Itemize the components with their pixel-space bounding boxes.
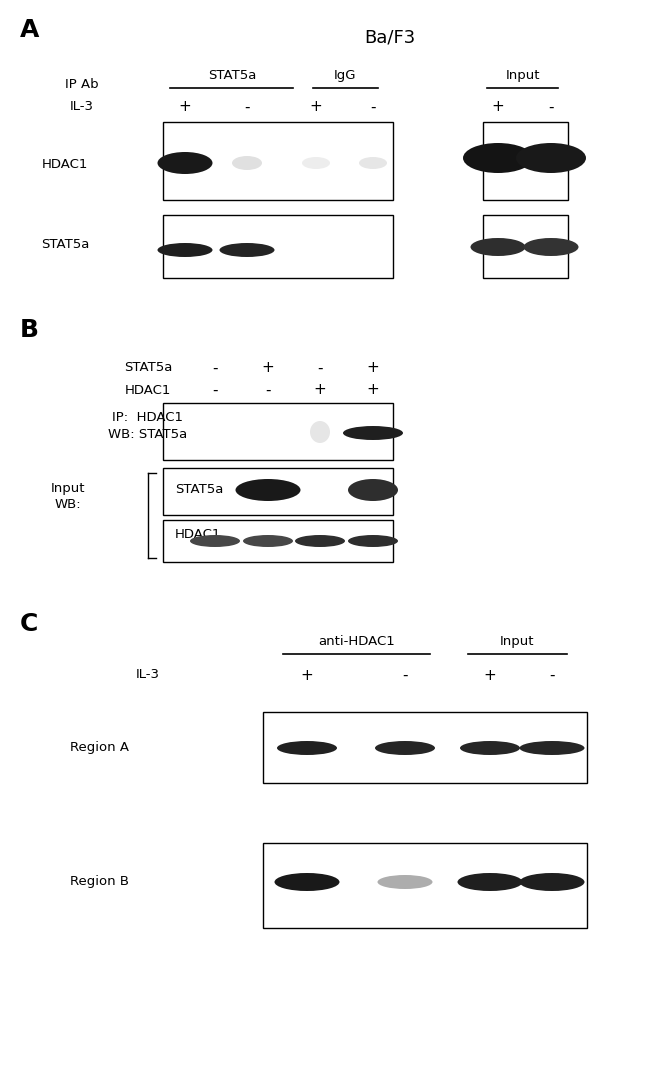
Ellipse shape: [302, 157, 330, 169]
Ellipse shape: [190, 535, 240, 547]
Text: -: -: [265, 383, 271, 397]
Text: -: -: [402, 668, 408, 683]
Ellipse shape: [523, 238, 578, 256]
Ellipse shape: [378, 875, 432, 889]
Text: IgG: IgG: [333, 69, 356, 82]
Text: HDAC1: HDAC1: [175, 528, 222, 541]
Ellipse shape: [458, 873, 523, 891]
Text: Input: Input: [51, 481, 85, 494]
Ellipse shape: [243, 535, 293, 547]
Ellipse shape: [274, 873, 339, 891]
Ellipse shape: [232, 156, 262, 170]
Text: STAT5a: STAT5a: [175, 483, 224, 496]
Ellipse shape: [220, 243, 274, 257]
FancyBboxPatch shape: [263, 843, 587, 928]
Text: -: -: [244, 99, 250, 115]
Text: +: +: [261, 360, 274, 375]
Text: STAT5a: STAT5a: [41, 239, 89, 252]
Ellipse shape: [157, 152, 213, 173]
Ellipse shape: [516, 143, 586, 173]
Text: Input: Input: [506, 69, 540, 82]
Text: STAT5a: STAT5a: [124, 361, 172, 374]
Text: A: A: [20, 17, 40, 41]
Text: -: -: [213, 383, 218, 397]
Ellipse shape: [348, 535, 398, 547]
Ellipse shape: [519, 873, 584, 891]
Text: +: +: [367, 383, 380, 397]
Text: -: -: [549, 668, 554, 683]
Text: IP:  HDAC1: IP: HDAC1: [112, 411, 183, 424]
Text: Input: Input: [500, 635, 534, 648]
Text: +: +: [179, 99, 191, 115]
Ellipse shape: [295, 535, 345, 547]
Text: -: -: [370, 99, 376, 115]
FancyBboxPatch shape: [483, 122, 568, 200]
Text: C: C: [20, 612, 38, 636]
Text: +: +: [309, 99, 322, 115]
Ellipse shape: [310, 421, 330, 443]
Text: Ba/F3: Ba/F3: [365, 28, 415, 46]
Text: IP Ab: IP Ab: [65, 79, 99, 92]
Text: WB: STAT5a: WB: STAT5a: [109, 429, 188, 442]
Text: Region A: Region A: [70, 742, 129, 755]
Ellipse shape: [375, 741, 435, 755]
Text: -: -: [548, 99, 554, 115]
Text: IL-3: IL-3: [70, 100, 94, 113]
Text: STAT5a: STAT5a: [208, 69, 256, 82]
Text: +: +: [313, 383, 326, 397]
Text: B: B: [20, 317, 39, 341]
Text: +: +: [491, 99, 504, 115]
Text: Region B: Region B: [70, 875, 129, 888]
Text: IL-3: IL-3: [136, 669, 160, 682]
Ellipse shape: [460, 741, 520, 755]
Ellipse shape: [277, 741, 337, 755]
Text: HDAC1: HDAC1: [125, 384, 171, 396]
Ellipse shape: [471, 238, 525, 256]
Text: -: -: [317, 360, 323, 375]
FancyBboxPatch shape: [163, 520, 393, 562]
Text: anti-HDAC1: anti-HDAC1: [318, 635, 395, 648]
Text: WB:: WB:: [55, 497, 81, 511]
Ellipse shape: [463, 143, 533, 173]
FancyBboxPatch shape: [163, 468, 393, 515]
FancyBboxPatch shape: [263, 712, 587, 783]
FancyBboxPatch shape: [163, 215, 393, 278]
Text: +: +: [367, 360, 380, 375]
Text: +: +: [484, 668, 497, 683]
FancyBboxPatch shape: [483, 215, 568, 278]
Ellipse shape: [359, 157, 387, 169]
Ellipse shape: [235, 479, 300, 501]
FancyBboxPatch shape: [163, 122, 393, 200]
Ellipse shape: [519, 741, 584, 755]
Ellipse shape: [348, 479, 398, 501]
Text: HDAC1: HDAC1: [42, 158, 88, 171]
Text: +: +: [300, 668, 313, 683]
Ellipse shape: [157, 243, 213, 257]
Ellipse shape: [343, 425, 403, 440]
FancyBboxPatch shape: [163, 403, 393, 460]
Text: -: -: [213, 360, 218, 375]
